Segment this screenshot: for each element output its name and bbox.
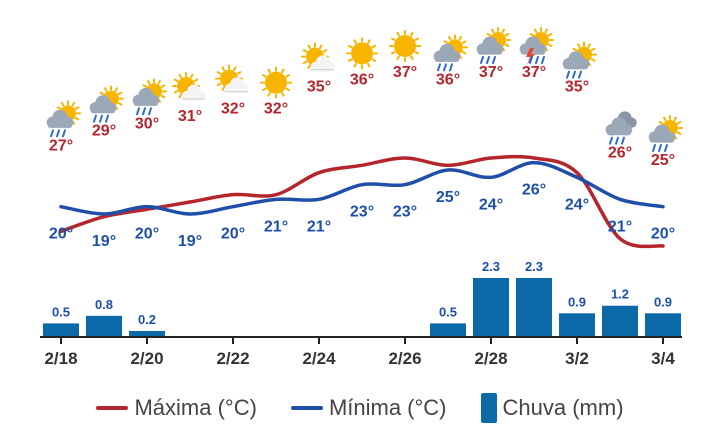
max-temp-label: 27° [49,137,73,154]
chart-canvas: 0.5 0.8 0.2 0.5 2.3 2.3 0.9 1.2 0.9 2/18 2/20 2/22 2… [40,27,683,368]
rain-bar [43,323,79,336]
x-tick-label: 3/2 [565,349,589,368]
sun-icon [389,30,421,62]
min-temp-line [59,160,665,216]
max-temp-label: 36° [350,71,374,88]
storm-sun-icon [519,27,554,65]
cloud-rain-sun-icon [132,78,167,116]
sun-cloud-rain-icon [46,100,81,138]
max-temp-label: 35° [307,79,331,96]
min-temp-label: 21° [608,218,632,235]
legend: Máxima (°C) Mínima (°C) Chuva (mm) [0,386,720,430]
min-temp-label: 20° [221,226,245,243]
legend-max-label: Máxima (°C) [134,395,257,420]
legend-min-swatch [290,406,323,410]
min-temp-label: 20° [651,226,675,243]
rain-value-label: 0.8 [95,297,113,312]
rain-bar [602,305,638,336]
rain-value-label: 0.5 [52,304,70,319]
min-temp-label: 24° [479,196,503,213]
x-tick-label: 2/20 [130,349,163,368]
rain-value-label: 2.3 [482,259,500,274]
max-temp-label: 31° [178,108,202,125]
max-temp-label: 35° [565,79,589,96]
x-tick-label: 2/24 [302,349,336,368]
min-temp-label: 26° [522,182,546,199]
cloud-rain-sun-icon [562,41,597,79]
rain-bar [430,323,466,336]
cloud-rain-sun-icon [648,115,683,152]
rain-value-label: 0.9 [654,294,672,309]
rain-bar [86,315,122,336]
cloud-rain-sun-icon [89,85,124,123]
rain-value-label: 0.9 [568,294,586,309]
legend-min-label: Mínima (°C) [328,395,447,420]
min-temp-label: 23° [393,204,417,221]
sun-cloud-icon [301,42,335,72]
max-temp-label: 26° [608,145,632,162]
legend-item-max: Máxima (°C) [96,395,257,421]
max-temp-label: 32° [264,101,288,118]
min-temp-label: 19° [178,233,202,250]
max-temp-label: 36° [436,71,460,88]
cloud-rain-sun-icon [476,27,511,64]
min-temp-label: 24° [565,196,589,213]
x-tick-label: 2/26 [388,349,421,368]
min-temp-label: 21° [264,218,288,235]
rain-bar [516,278,552,336]
rain-value-label: 2.3 [525,259,543,274]
max-temp-label: 37° [393,64,417,81]
min-temp-label: 20° [135,226,159,243]
sun-cloud-icon [215,64,249,94]
rain-bar [559,313,595,336]
sun-icon [346,37,378,70]
x-tick-label: 2/28 [474,349,507,368]
min-temp-label: 21° [307,218,331,235]
sun-icon [260,66,292,99]
rain-value-label: 1.2 [611,287,629,302]
x-tick-label: 2/22 [216,349,249,368]
max-temp-label: 37° [479,64,503,81]
max-temp-label: 29° [92,123,116,140]
legend-rain-swatch [480,393,497,423]
rain-value-label: 0.2 [138,312,156,327]
x-tick-label: 3/4 [651,349,675,368]
cloud-rain-sun-icon [433,34,468,72]
legend-item-min: Mínima (°C) [290,395,447,421]
rain-value-label: 0.5 [439,304,457,319]
min-temp-label: 25° [436,189,460,206]
max-temp-label: 32° [221,101,245,118]
rain-bar [645,313,681,336]
sun-cloud-icon [172,72,206,101]
min-temp-label: 23° [350,204,374,221]
max-temp-label: 25° [651,152,675,169]
min-temp-label: 20° [49,226,73,243]
legend-max-swatch [96,406,129,410]
max-temp-label: 37° [522,64,546,81]
max-temp-label: 30° [135,115,159,132]
cloud-rain-icon [605,111,637,145]
x-tick-label: 2/18 [44,349,77,368]
rain-bar [129,330,165,336]
rain-bar [473,278,509,336]
min-temp-label: 19° [92,233,116,250]
legend-rain-label: Chuva (mm) [502,395,624,420]
legend-item-rain: Chuva (mm) [480,393,624,423]
